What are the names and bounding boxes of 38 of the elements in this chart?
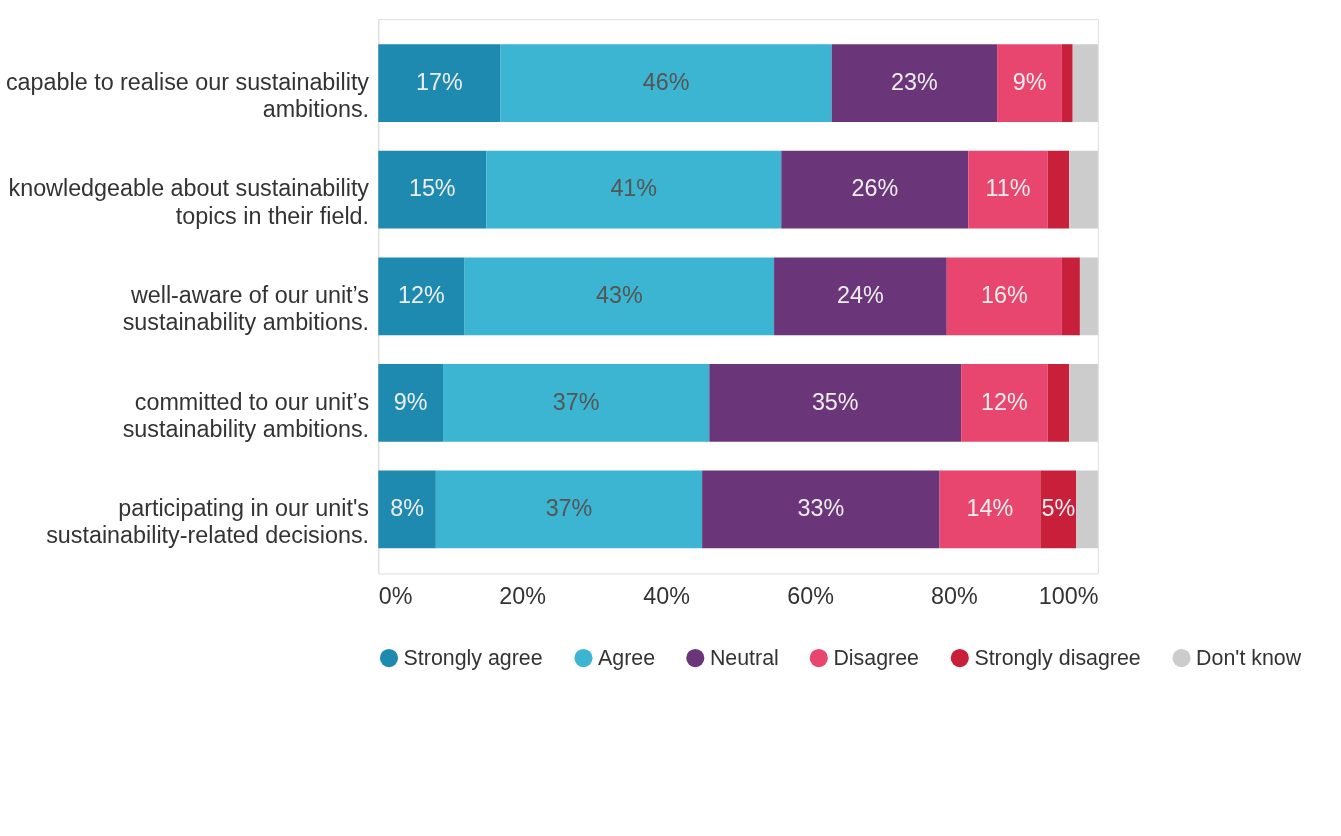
data-label: 46% (642, 68, 690, 95)
y-tick-label: participating in our unit's sustainability-related decisions. (46, 495, 370, 549)
data-label: 24% (837, 282, 884, 309)
y-tick-label: knowledgeable about sustainability topics in their field. (8, 175, 370, 229)
data-label: 37% (545, 495, 593, 522)
y-tick-label: committed to our unit’s sustainability ambitions. (122, 388, 370, 442)
data-label: 35% (811, 388, 859, 415)
x-tick-label: 40% (643, 583, 690, 610)
data-label: 33% (797, 495, 845, 522)
legend-label: Neutral (709, 645, 779, 670)
data-label: 15% (408, 175, 456, 202)
data-label: 12% (980, 388, 1028, 415)
x-tick-label: 60% (787, 583, 834, 610)
data-label: 8% (390, 495, 424, 522)
data-label: 12% (398, 282, 445, 309)
x-tick-label: 100% (1038, 583, 1099, 610)
data-label: 14% (966, 495, 1014, 522)
legend-label: Strongly disagree (974, 645, 1141, 670)
data-label: 9% (1012, 68, 1047, 95)
data-label: 9% (393, 388, 428, 415)
x-tick-label: 20% (499, 583, 547, 610)
legend-label: Strongly agree (403, 645, 543, 670)
data-label: 41% (610, 175, 658, 202)
data-label: 11% (985, 175, 1031, 202)
data-label: 16% (980, 282, 1028, 309)
x-tick-label: 0% (378, 583, 413, 610)
data-label: 17% (416, 68, 463, 95)
y-tick-label: well-aware of our unit’s sustainability ambitions. (122, 282, 370, 336)
data-label: 37% (552, 388, 600, 415)
legend-label: Disagree (833, 645, 919, 670)
y-tick-label: capable to realise our sustainability ambitions. (5, 68, 370, 123)
data-label: 26% (851, 175, 899, 202)
legend-label: Don't know (1196, 645, 1302, 670)
data-label: 5% (1041, 495, 1076, 522)
x-tick-label: 80% (931, 583, 978, 610)
legend-label: Agree (598, 645, 656, 670)
data-label: 23% (891, 68, 938, 95)
data-label: 43% (596, 282, 643, 309)
